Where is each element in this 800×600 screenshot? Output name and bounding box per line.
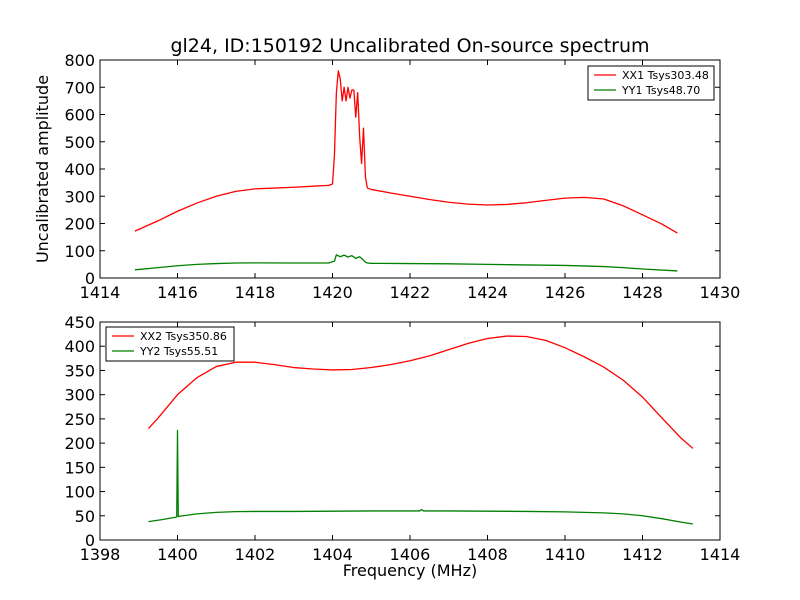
y-tick-label: 0 bbox=[85, 531, 95, 550]
y-tick-label: 800 bbox=[64, 51, 95, 70]
y-tick-label: 700 bbox=[64, 78, 95, 97]
chart-title: gl24, ID:150192 Uncalibrated On-source s… bbox=[170, 35, 649, 57]
y-tick-label: 400 bbox=[64, 160, 95, 179]
legend: XX1 Tsys303.48 YY1 Tsys48.70 bbox=[587, 65, 715, 101]
y-axis-label: Uncalibrated amplitude bbox=[33, 75, 52, 263]
y-tick-label: 100 bbox=[64, 483, 95, 502]
y-tick-label: 50 bbox=[75, 507, 95, 526]
x-tick-label: 1416 bbox=[157, 283, 198, 302]
bottom-panel: 1398 1400 1402 1404 1406 1408 1410 1412 1414 0 50 1… bbox=[64, 313, 740, 580]
y-tick-label: 500 bbox=[64, 133, 95, 152]
x-tick-label: 1406 bbox=[390, 545, 431, 564]
y-tick-label: 100 bbox=[64, 242, 95, 261]
legend: XX2 Tsys350.86 YY2 Tsys55.51 bbox=[105, 326, 235, 362]
y-tick-label: 350 bbox=[64, 361, 95, 380]
x-tick-label: 1402 bbox=[235, 545, 276, 564]
x-tick-label: 1408 bbox=[467, 545, 508, 564]
x-tick-label: 1414 bbox=[700, 545, 741, 564]
x-tick-label: 1430 bbox=[700, 283, 741, 302]
y-tick-label: 150 bbox=[64, 458, 95, 477]
y-tick-label: 450 bbox=[64, 313, 95, 332]
y-tick-label: 200 bbox=[64, 434, 95, 453]
y-tick-label: 600 bbox=[64, 106, 95, 125]
legend-entry: XX2 Tsys350.86 bbox=[140, 330, 227, 343]
x-tick-label: 1400 bbox=[157, 545, 198, 564]
x-tick-label: 1404 bbox=[312, 545, 353, 564]
x-tick-label: 1420 bbox=[312, 283, 353, 302]
x-tick-label: 1414 bbox=[80, 283, 121, 302]
y-tick-label: 200 bbox=[64, 215, 95, 234]
legend-entry: YY2 Tsys55.51 bbox=[139, 345, 218, 358]
x-tick-label: 1422 bbox=[390, 283, 431, 302]
y-tick-label: 300 bbox=[64, 187, 95, 206]
x-tick-label: 1426 bbox=[545, 283, 586, 302]
legend-entry: YY1 Tsys48.70 bbox=[621, 84, 700, 97]
y-tick-label: 250 bbox=[64, 410, 95, 429]
legend-box bbox=[587, 65, 715, 101]
x-tick-label: 1410 bbox=[545, 545, 586, 564]
top-panel: 1414 1416 1418 1420 1422 1424 1426 1428 1430 0 100… bbox=[33, 51, 740, 302]
x-axis-label: Frequency (MHz) bbox=[343, 561, 477, 580]
x-tick-label: 1418 bbox=[235, 283, 276, 302]
x-tick-label: 1398 bbox=[80, 545, 121, 564]
x-tick-label: 1412 bbox=[622, 545, 663, 564]
series-line-yy2 bbox=[148, 429, 693, 525]
legend-box bbox=[105, 326, 235, 362]
series-line-xx2 bbox=[147, 335, 694, 449]
series-line-yy1 bbox=[134, 254, 678, 272]
legend-entry: XX1 Tsys303.48 bbox=[622, 69, 709, 82]
x-tick-label: 1424 bbox=[467, 283, 508, 302]
y-tick-label: 0 bbox=[85, 269, 95, 288]
series-line-xx1 bbox=[134, 70, 678, 234]
y-tick-label: 300 bbox=[64, 386, 95, 405]
y-tick-label: 400 bbox=[64, 337, 95, 356]
x-tick-label: 1428 bbox=[622, 283, 663, 302]
